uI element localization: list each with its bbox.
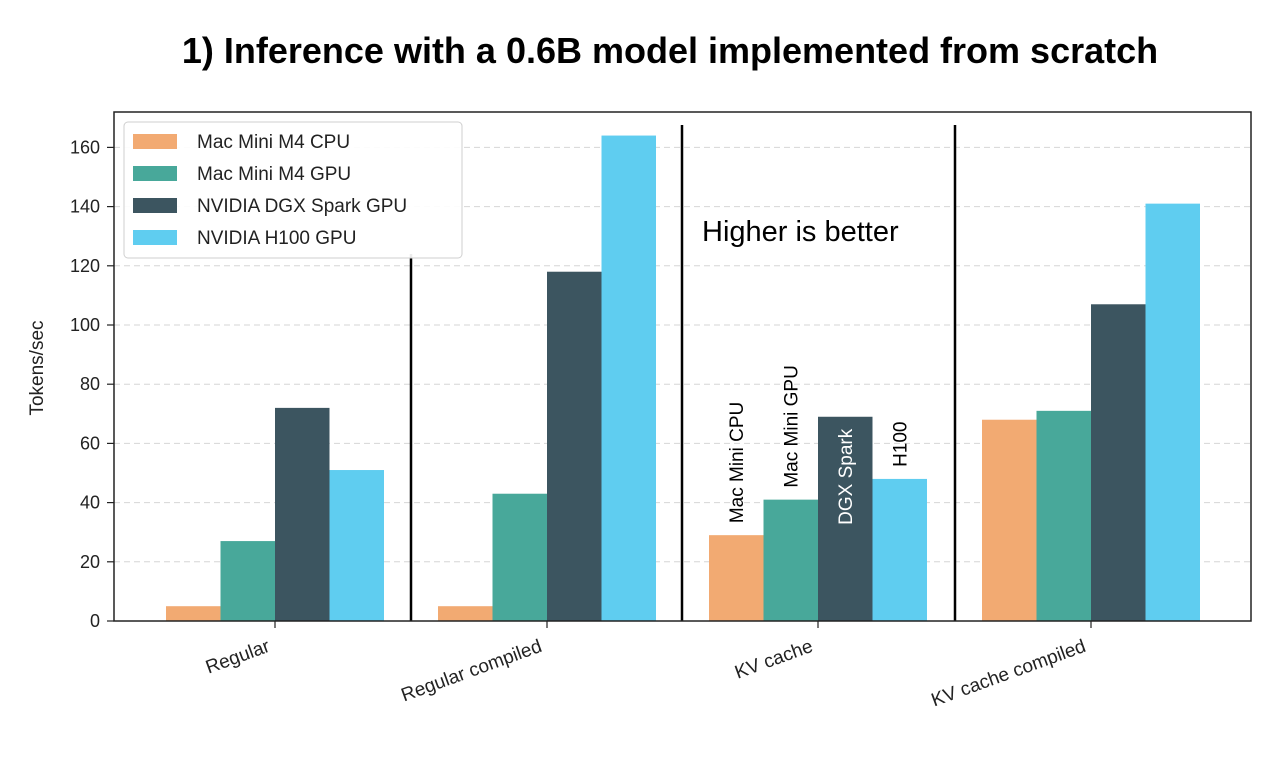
- bar-regular-compiled-mac-mini-m4-gpu: [492, 493, 547, 621]
- bar-kv-cache-compiled-mac-mini-m4-gpu: [1036, 410, 1091, 621]
- legend-box: [123, 121, 463, 259]
- legend-label-nvidia-h100-gpu: NVIDIA H100 GPU: [197, 228, 356, 249]
- legend-swatch-mac-mini-m4-gpu: [133, 166, 177, 181]
- bar-regular-mac-mini-m4-gpu: [220, 541, 275, 621]
- bar-regular-compiled-nvidia-dgx-spark-gpu: [547, 271, 602, 621]
- y-tick-label-40: 40: [80, 493, 100, 513]
- bar-kv-cache-mac-mini-m4-gpu: [763, 499, 818, 621]
- bar-kv-cache-nvidia-dgx-spark-gpu: [818, 416, 873, 621]
- bar-label-dgx-spark: DGX Spark: [836, 428, 857, 525]
- y-tick-label-100: 100: [70, 315, 100, 335]
- y-tick-label-0: 0: [90, 611, 100, 631]
- x-tick-label-regular: Regular: [203, 636, 273, 679]
- separators: [409, 125, 957, 621]
- legend-label-nvidia-dgx-spark-gpu: NVIDIA DGX Spark GPU: [197, 196, 407, 217]
- bar-label-mac-mini-gpu: Mac Mini GPU: [782, 365, 803, 487]
- legend-label-mac-mini-m4-cpu: Mac Mini M4 CPU: [197, 132, 350, 153]
- y-tick-label-140: 140: [70, 197, 100, 217]
- bar-kv-cache-nvidia-h100-gpu: [872, 478, 927, 621]
- x-tick-label-kv-cache-compiled: KV cache compiled: [929, 636, 1089, 711]
- x-tick-label-kv-cache: KV cache: [732, 636, 816, 684]
- y-tick-label-60: 60: [80, 433, 100, 453]
- bar-kv-cache-compiled-mac-mini-m4-cpu: [982, 419, 1037, 621]
- bar-kv-cache-compiled-nvidia-h100-gpu: [1145, 203, 1200, 621]
- y-axis-label: Tokens/sec: [27, 320, 48, 415]
- bar-regular-nvidia-dgx-spark-gpu: [275, 407, 330, 621]
- bar-regular-nvidia-h100-gpu: [329, 470, 384, 621]
- bar-label-h100: H100: [891, 421, 912, 466]
- legend-swatch-nvidia-h100-gpu: [133, 230, 177, 245]
- chart-title: 1) Inference with a 0.6B model implement…: [181, 30, 1159, 71]
- bars: [166, 135, 1200, 621]
- bar-kv-cache-mac-mini-m4-cpu: [709, 535, 764, 621]
- x-tick-label-regular-compiled: Regular compiled: [399, 636, 545, 706]
- bar-regular-mac-mini-m4-cpu: [166, 606, 221, 621]
- legend: Mac Mini M4 CPU Mac Mini M4 GPU NVIDIA DGX…: [123, 121, 463, 259]
- y-tick-label-160: 160: [70, 137, 100, 157]
- legend-swatch-nvidia-dgx-spark-gpu: [133, 198, 177, 213]
- y-tick-label-80: 80: [80, 374, 100, 394]
- bar-label-mac-mini-cpu: Mac Mini CPU: [727, 402, 748, 523]
- legend-label-mac-mini-m4-gpu: Mac Mini M4 GPU: [197, 164, 351, 185]
- y-tick-label-20: 20: [80, 552, 100, 572]
- higher-is-better-note: Higher is better: [702, 216, 899, 248]
- plot-frame: [113, 111, 1252, 622]
- y-tick-label-120: 120: [70, 256, 100, 276]
- bar-kv-cache-compiled-nvidia-dgx-spark-gpu: [1091, 304, 1146, 621]
- bar-regular-compiled-nvidia-h100-gpu: [601, 135, 656, 621]
- bar-labels: Mac Mini CPU Mac Mini GPU DGX Spark H100: [727, 365, 912, 525]
- legend-swatch-mac-mini-m4-cpu: [133, 134, 177, 149]
- bar-regular-compiled-mac-mini-m4-cpu: [438, 606, 493, 621]
